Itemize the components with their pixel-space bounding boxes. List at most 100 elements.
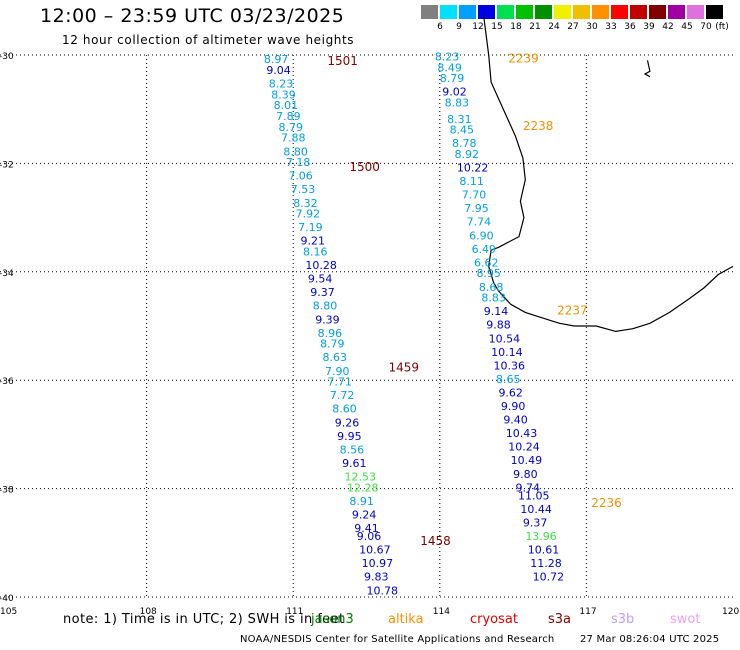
wave-height-value: 8.80 [313, 300, 338, 313]
wave-height-value: 7.89 [276, 110, 301, 123]
colorbar-label: 6 [437, 22, 443, 32]
wave-height-value: 9.41 [354, 522, 379, 535]
colorbar-swatch [611, 5, 628, 19]
wave-height-value: 6.62 [474, 256, 499, 269]
wave-height-value: 9.21 [301, 235, 326, 248]
wave-height-value: 9.61 [342, 457, 367, 470]
wave-height-value: 8.65 [496, 373, 521, 386]
wave-height-value: 9.95 [337, 430, 362, 443]
wave-height-value: 9.39 [315, 313, 340, 326]
wave-height-value: 8.56 [340, 443, 365, 456]
wave-height-value: 8.16 [303, 246, 328, 259]
track-time-label: 1501 [327, 54, 358, 68]
wave-height-value: 8.39 [271, 88, 296, 101]
coastline [483, 17, 734, 333]
map-subtitle: 12 hour collection of altimeter wave hei… [62, 33, 355, 47]
wave-height-value: 9.37 [310, 286, 335, 299]
wave-height-value: 7.95 [464, 202, 489, 215]
colorbar-swatch [592, 5, 609, 19]
satellite-legend-jason3: jason3 [311, 612, 354, 627]
wave-height-value: 8.45 [450, 124, 475, 137]
lon-tick-label: 108 [140, 607, 157, 617]
wave-height-value: 8.31 [447, 113, 472, 126]
lat-tick-label: -32 [0, 160, 14, 170]
wave-height-value: 10.54 [489, 332, 520, 345]
satellite-legend-cryosat: cryosat [470, 612, 518, 627]
wave-height-value: 7.92 [296, 208, 321, 221]
colorbar-label: 18 [510, 22, 522, 32]
satellite-legend-swot: swot [670, 612, 701, 627]
wave-height-value: 8.96 [318, 327, 343, 340]
satellite-legend-s3a: s3a [548, 612, 572, 627]
wave-height-value: 9.88 [486, 319, 511, 332]
wave-height-value: 9.90 [501, 400, 525, 413]
colorbar-swatch [440, 5, 457, 19]
wave-height-value: 9.62 [498, 386, 523, 399]
wave-height-value: 9.24 [352, 508, 377, 521]
colorbar-label: 24 [548, 22, 560, 32]
wave-height-value: 7.72 [330, 389, 355, 402]
wave-height-value: 6.49 [472, 243, 497, 256]
colorbar-swatch [516, 5, 533, 19]
wave-height-value: 8.83 [481, 292, 506, 305]
wave-height-value: 8.63 [323, 351, 348, 364]
colorbar-label: 12 [472, 22, 484, 32]
colorbar-swatch [478, 5, 495, 19]
wave-height-value: 7.70 [462, 189, 487, 202]
satellite-legend-s3b: s3b [611, 612, 635, 627]
wave-height-value: 9.83 [364, 571, 389, 584]
wave-height-value: 8.97 [264, 53, 289, 66]
colorbar-swatch [421, 5, 438, 19]
wave-height-value: 10.49 [511, 454, 543, 467]
colorbar-unit: (ft) [715, 22, 729, 32]
track-time-label: 2239 [508, 51, 539, 65]
lon-tick-label: 105 [0, 607, 17, 617]
colorbar-label: 42 [662, 22, 674, 32]
satellite-legend-altika: altika [388, 612, 424, 627]
wave-height-value: 7.06 [288, 170, 313, 183]
colorbar-label: 33 [605, 22, 617, 32]
lat-tick-label: -36 [0, 377, 14, 387]
lon-tick-label: 114 [433, 607, 450, 617]
wave-height-value: 11.05 [518, 489, 550, 502]
wave-height-value: 10.43 [506, 427, 538, 440]
colorbar-label: 30 [586, 22, 598, 32]
coastline-path [483, 17, 734, 333]
track-time-label: 1500 [349, 160, 380, 174]
colorbar-swatch [630, 5, 647, 19]
wave-height-value: 7.53 [291, 183, 316, 196]
wave-height-value: 12.28 [347, 481, 379, 494]
wave-height-value: 8.49 [437, 61, 462, 74]
wave-height-value: 8.83 [445, 96, 470, 109]
colorbar-label: 45 [681, 22, 693, 32]
wave-height-value: 10.44 [520, 503, 552, 516]
colorbar-label: 9 [456, 22, 462, 32]
lat-tick-label: -40 [0, 594, 14, 604]
colorbar-swatch [535, 5, 552, 19]
wave-height-value: 10.14 [491, 346, 523, 359]
generated-timestamp: 27 Mar 08:26:04 UTC 2025 [580, 634, 720, 645]
lat-tick-label: -38 [0, 486, 14, 496]
colorbar-label: 70 [700, 22, 712, 32]
wave-height-value: 13.96 [525, 530, 557, 543]
track-time-label: 2236 [591, 496, 622, 510]
lat-tick-label: -30 [0, 52, 14, 62]
footnote: note: 1) Time is in UTC; 2) SWH is in fe… [63, 612, 345, 627]
wave-height-value: 11.28 [530, 557, 562, 570]
wave-height-value: 9.54 [308, 273, 333, 286]
wave-height-value: 7.74 [467, 216, 492, 229]
island-path [643, 60, 651, 78]
wave-height-value: 10.72 [533, 571, 565, 584]
wave-height-value: 10.36 [494, 359, 526, 372]
wave-height-value: 9.74 [516, 481, 541, 494]
wave-height-value: 9.40 [503, 414, 528, 427]
colorbar-swatch [459, 5, 476, 19]
wave-height-value: 7.71 [327, 376, 352, 389]
wave-height-value: 10.97 [362, 557, 394, 570]
wave-height-value: 6.90 [469, 229, 494, 242]
wave-height-value: 9.02 [442, 86, 467, 99]
wave-height-value: 8.80 [283, 145, 308, 158]
colorbar-label: 21 [529, 22, 541, 32]
track-time-label: 2237 [557, 303, 588, 317]
